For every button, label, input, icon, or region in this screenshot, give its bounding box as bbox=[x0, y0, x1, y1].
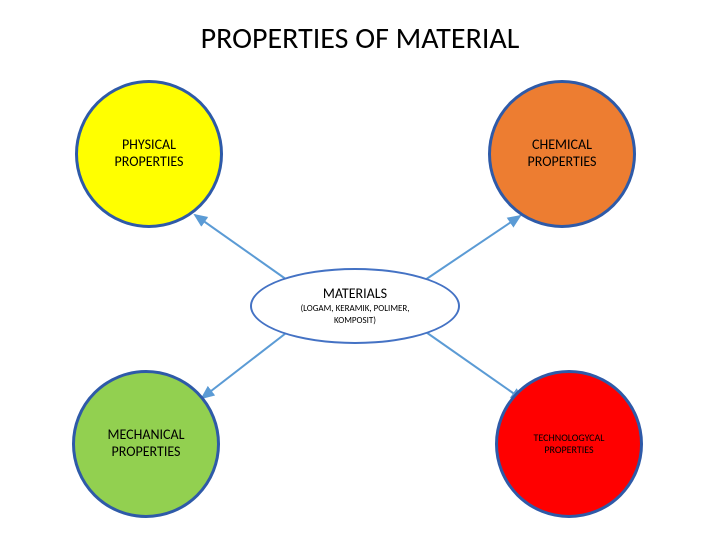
center-label-sub2: KOMPOSIT) bbox=[334, 315, 376, 327]
page-title: PROPERTIES OF MATERIAL bbox=[0, 20, 720, 57]
node-physical-label: PHYSICAL PROPERTIES bbox=[115, 137, 184, 171]
node-technological: TECHNOLOGYCAL PROPERTIES bbox=[495, 370, 643, 518]
center-node: MATERIALS (LOGAM, KERAMIK, POLIMER, KOMP… bbox=[250, 268, 460, 344]
center-label-main: MATERIALS bbox=[323, 285, 387, 303]
node-mechanical-label: MECHANICAL PROPERTIES bbox=[108, 427, 185, 461]
node-chemical: CHEMICAL PROPERTIES bbox=[488, 80, 636, 228]
node-technological-label: TECHNOLOGYCAL PROPERTIES bbox=[534, 432, 605, 456]
node-chemical-label: CHEMICAL PROPERTIES bbox=[528, 137, 597, 171]
node-mechanical: MECHANICAL PROPERTIES bbox=[72, 370, 220, 518]
center-label-sub1: (LOGAM, KERAMIK, POLIMER, bbox=[300, 303, 409, 315]
node-physical: PHYSICAL PROPERTIES bbox=[75, 80, 223, 228]
